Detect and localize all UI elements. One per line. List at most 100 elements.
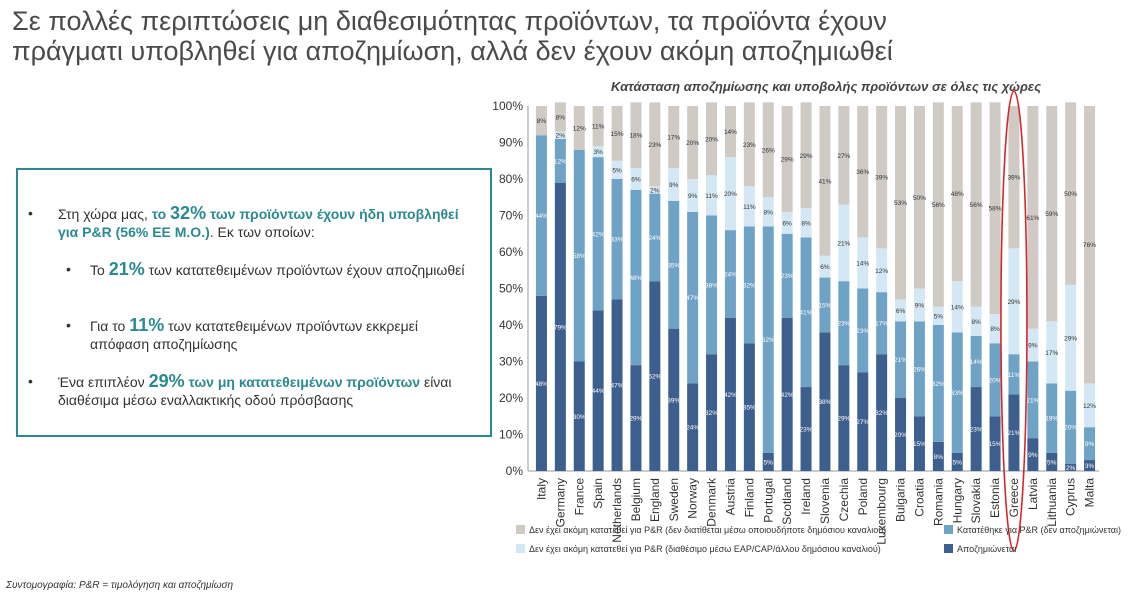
data-label: 23% [856, 328, 869, 335]
bar-segment [951, 281, 963, 333]
data-label: 15% [913, 441, 926, 448]
x-tick-label: Portugal [761, 478, 775, 523]
bar-segment [895, 321, 907, 398]
highlight-ellipse [1000, 90, 1028, 552]
bar-segment [989, 314, 1001, 344]
bar-segment [913, 416, 925, 471]
data-label: 8% [971, 319, 981, 326]
footnote: Συντομογραφία: P&R = τιμολόγηση και αποζ… [6, 580, 234, 591]
x-tick-label: France [572, 478, 586, 516]
finding-submitted-hl-b: των προϊόντων έχουν ήδη υποβληθεί για P&… [58, 206, 459, 240]
data-label: 20% [894, 432, 907, 439]
data-label: 50% [913, 195, 926, 202]
bar-segment [611, 160, 623, 179]
y-tick-label: 70% [499, 209, 523, 223]
data-label: 8% [990, 326, 1000, 333]
bar-segment [724, 317, 736, 471]
bar-segment [1065, 284, 1077, 391]
data-label: 39% [875, 175, 888, 182]
data-label: 5% [1047, 459, 1057, 466]
bar-segment [932, 325, 944, 442]
data-label: 8% [934, 454, 944, 461]
x-tick-label: Czechia [837, 478, 851, 522]
bar-segment [592, 157, 604, 311]
data-label: 18% [629, 133, 642, 140]
finding-reimbursed-prefix: Το [90, 262, 109, 278]
finding-reimbursed-suffix: των κατατεθειμένων προϊόντων έχουν αποζη… [144, 262, 465, 278]
data-label: 29% [1007, 299, 1020, 306]
x-tick-label: Slovakia [969, 478, 983, 524]
bar-segment [668, 106, 680, 169]
data-label: 14% [724, 129, 737, 136]
bar-segment [554, 138, 566, 183]
y-tick-label: 10% [499, 428, 523, 442]
data-label: 79% [554, 324, 567, 331]
y-tick-label: 60% [499, 245, 523, 259]
bar-segment [724, 106, 736, 158]
x-tick-label: Denmark [705, 477, 719, 527]
bar-segment [1084, 106, 1096, 384]
data-label: 62% [762, 337, 775, 344]
bar-segment [554, 182, 566, 471]
data-label: 53% [894, 200, 907, 207]
bar-segment [762, 102, 774, 198]
bar-segment [1065, 463, 1077, 471]
legend-swatch [516, 544, 525, 553]
bar-segment [989, 102, 1001, 315]
bar-segment [913, 106, 925, 289]
finding-submitted-hl-a: το [151, 206, 171, 222]
bar-segment [876, 292, 888, 355]
data-label: 35% [667, 262, 680, 269]
bar-segment [932, 102, 944, 307]
data-label: 26% [913, 366, 926, 373]
data-label: 8% [801, 220, 811, 227]
bar-segment [1027, 328, 1039, 362]
x-tick-label: England [648, 478, 662, 522]
data-label: 41% [800, 310, 813, 317]
data-label: 8% [764, 209, 774, 216]
data-label: 58% [989, 206, 1002, 213]
data-label: 21% [1007, 430, 1020, 437]
chart-title: Κατάσταση αποζημίωσης και υποβολής προϊό… [611, 79, 1041, 94]
bar-segment [668, 328, 680, 471]
bar-segment [800, 102, 812, 209]
finding-pending: • Για το 11% των κατατεθειμένων προϊόντω… [66, 316, 476, 353]
data-label: 59% [1045, 211, 1058, 218]
bar-segment [800, 237, 812, 388]
bar-segment [800, 387, 812, 471]
data-label: 29% [837, 416, 850, 423]
bar-segment [706, 215, 718, 355]
data-label: 36% [856, 169, 869, 176]
bar-segment [611, 179, 623, 300]
bar-segment [819, 332, 831, 471]
x-tick-label: Bulgaria [894, 478, 908, 522]
bar-segment [1046, 452, 1058, 471]
bar-segment [951, 332, 963, 453]
finding-submitted-value: 32% [170, 203, 207, 223]
bar-segment [1046, 383, 1058, 453]
y-tick-label: 50% [499, 282, 523, 296]
legend-swatch [944, 544, 953, 553]
x-tick-label: Italy [534, 478, 548, 500]
legend-swatch [944, 525, 953, 534]
finding-pending-suffix: των κατατεθειμένων προϊόντων εκκρεμεί απ… [90, 318, 419, 352]
bar-segment [857, 106, 869, 238]
data-label: 9% [1028, 343, 1038, 350]
data-label: 42% [724, 392, 737, 399]
x-tick-label: Lithuania [1045, 478, 1059, 527]
data-label: 21% [894, 357, 907, 364]
data-label: 29% [781, 156, 794, 163]
bar-segment [781, 106, 793, 212]
bar-segment [573, 361, 585, 471]
data-label: 23% [743, 142, 756, 149]
data-label: 42% [781, 392, 794, 399]
bar-segment [895, 299, 907, 322]
data-label: 6% [820, 264, 830, 271]
y-tick-label: 0% [506, 464, 524, 478]
data-label: 33% [951, 390, 964, 397]
bar-segment [706, 102, 718, 176]
bar-segment [592, 146, 604, 158]
bar-segment [706, 175, 718, 216]
y-tick-label: 40% [499, 318, 523, 332]
